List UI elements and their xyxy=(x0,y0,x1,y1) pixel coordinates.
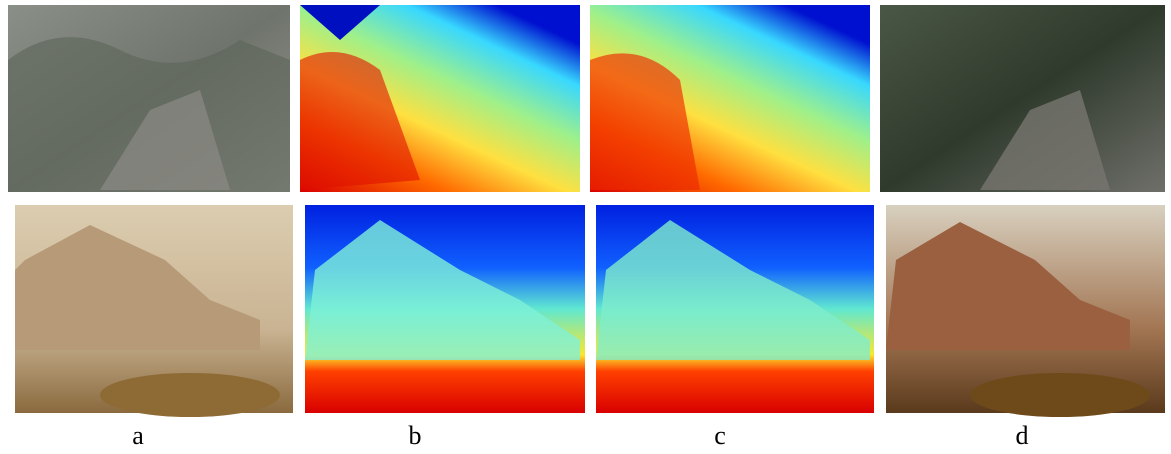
panel-depth-building-initial xyxy=(305,205,585,413)
panel-label: d xyxy=(1016,421,1029,450)
panel-label: c xyxy=(714,421,726,450)
panel-dehazed-building xyxy=(886,205,1165,417)
panel-hazy-building xyxy=(15,205,293,417)
panel-label: a xyxy=(132,421,144,450)
panel-label: b xyxy=(409,421,422,450)
page: a b c d (() => { const data = JSON.parse… xyxy=(0,0,1171,454)
panel-depth-building-refined xyxy=(596,205,874,413)
figure: a b c d xyxy=(0,0,1171,454)
panel-hazy-mountain xyxy=(8,5,290,192)
panel-depth-refined xyxy=(590,5,870,192)
panel-dehazed-mountain xyxy=(880,5,1165,192)
panel-depth-initial xyxy=(300,5,580,192)
